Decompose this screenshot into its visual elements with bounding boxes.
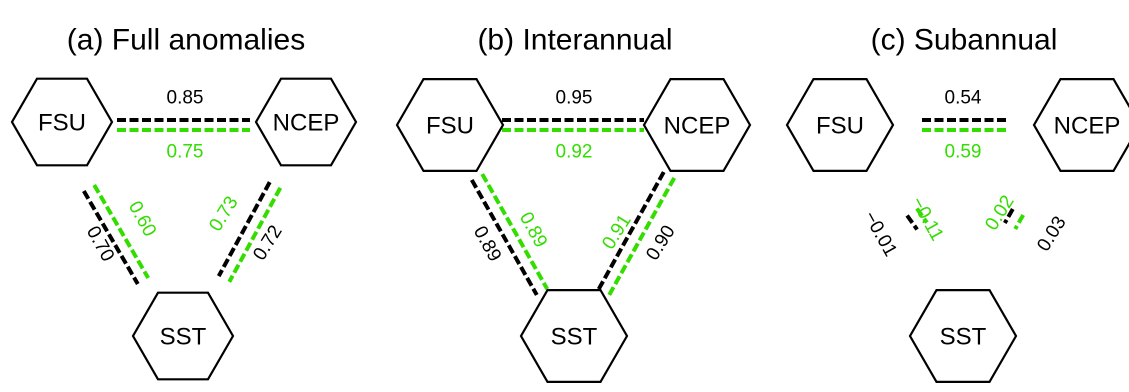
corr-label-black: 0.54: [945, 88, 982, 109]
corr-label-black: 0.70: [82, 223, 118, 266]
corr-label-black: 0.03: [1033, 213, 1070, 255]
edge-left: 0.700.60: [82, 183, 160, 286]
panel-title: (b) Interannual: [477, 24, 672, 57]
corr-label-green: −0.11: [907, 193, 948, 244]
panel-b: (b) Interannual 0.95 0.920.89 0.89 0.900.91 F…: [395, 24, 752, 383]
edge-left-black-line: [470, 178, 539, 296]
edge-right: 0.03 0.02: [981, 192, 1070, 255]
hexagon-shape: [785, 77, 895, 172]
node-right: NCEP: [1032, 77, 1129, 172]
hexagon-shape: [908, 289, 1018, 383]
hexagon-shape: [254, 77, 358, 167]
edge-right-black-line: [216, 181, 272, 278]
corr-label-black: 0.72: [249, 222, 286, 264]
panel-a: (a) Full anomalies0.850.750.700.600.720.…: [10, 24, 358, 381]
node-bottom: SST: [908, 289, 1018, 383]
edge-top: 0.95 0.92: [502, 88, 644, 163]
node-left: FSU: [785, 77, 895, 172]
corr-label-green: 0.02: [981, 192, 1018, 234]
edge-right: 0.720.73: [205, 181, 287, 283]
hexagon-shape: [642, 77, 752, 172]
edge-left-green-line: [915, 207, 929, 224]
node-label: FSU: [38, 110, 86, 137]
panel-c: (c) Subannual 0.54 0.59 −0.01 −0.11 0.03 0.02 F…: [785, 24, 1129, 383]
corr-label-green: 0.75: [167, 142, 204, 163]
corr-label-black: 0.85: [167, 88, 204, 109]
hexagon-shape: [10, 77, 114, 167]
edge-left-black-line: [82, 190, 140, 286]
edge-left-green-line: [480, 173, 549, 291]
edge-right-green-line: [1013, 213, 1025, 230]
node-left: FSU: [10, 77, 114, 167]
corr-label-black: −0.01: [859, 208, 901, 260]
edge-right: 0.900.91: [597, 171, 680, 296]
node-label: FSU: [816, 113, 864, 140]
node-label: FSU: [426, 113, 474, 140]
node-label: SST: [160, 324, 207, 351]
panel-title: (c) Subannual: [871, 24, 1058, 57]
hexagon-shape: [1032, 77, 1129, 172]
edge-top: 0.85 0.75: [117, 88, 250, 163]
edge-right-black-line: [1003, 208, 1015, 225]
corr-label-green: 0.59: [945, 142, 982, 163]
edge-left-green-line: [92, 183, 150, 279]
node-right: NCEP: [642, 77, 752, 172]
node-bottom: SST: [131, 291, 235, 381]
corr-label-green: 0.73: [205, 193, 242, 235]
edge-top: 0.54 0.59: [922, 88, 1008, 163]
corr-label-green: 0.60: [124, 198, 160, 241]
node-bottom: SST: [519, 289, 629, 383]
corr-label-green: 0.92: [556, 142, 593, 163]
hexagon-shape: [131, 291, 235, 381]
edge-left: 0.89 0.89: [469, 173, 551, 296]
node-right: NCEP: [254, 77, 358, 167]
node-left: FSU: [395, 77, 505, 172]
edge-right-green-line: [607, 176, 676, 296]
edge-left-black-line: [905, 214, 919, 231]
edge-right-green-line: [227, 186, 283, 283]
node-label: NCEP: [664, 113, 731, 140]
hexagon-shape: [519, 289, 629, 383]
node-label: NCEP: [273, 110, 340, 137]
panel-title: (a) Full anomalies: [67, 24, 305, 57]
corr-label-black: 0.95: [556, 88, 593, 109]
node-label: NCEP: [1054, 113, 1121, 140]
node-label: SST: [551, 324, 598, 351]
hexagon-shape: [395, 77, 505, 172]
edge-left: −0.01 −0.11: [859, 193, 947, 260]
edge-right-black-line: [597, 171, 666, 291]
node-label: SST: [940, 324, 987, 351]
